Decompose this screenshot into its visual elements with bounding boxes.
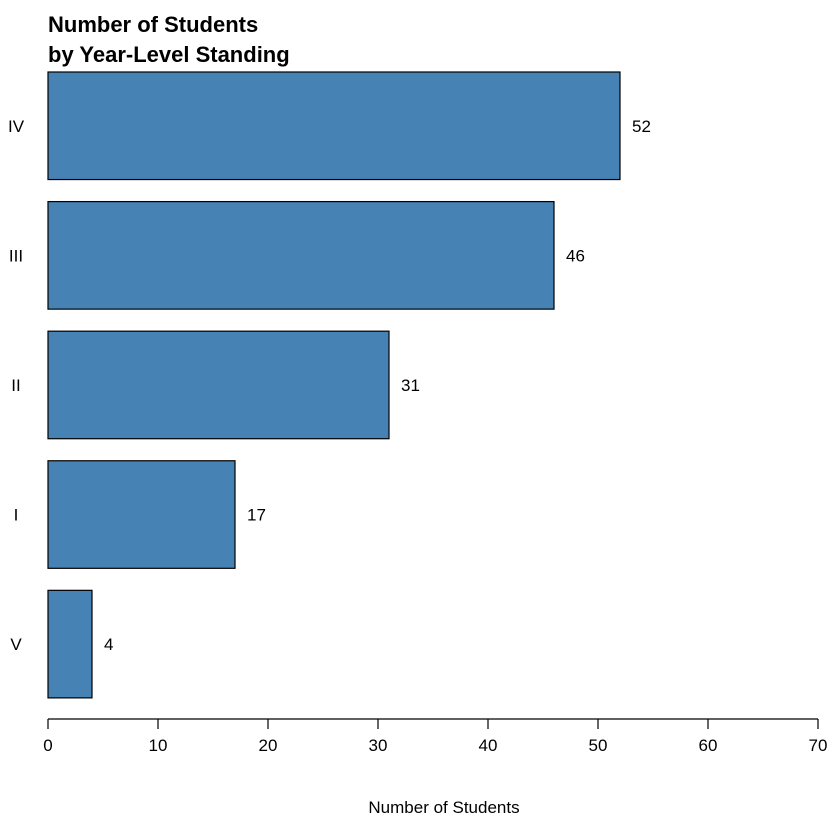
x-tick-label-60: 60 bbox=[699, 736, 718, 755]
value-label-v: 4 bbox=[104, 635, 113, 654]
bar-iv bbox=[47, 71, 621, 181]
chart-title-line-2: by Year-Level Standing bbox=[48, 42, 290, 67]
x-tick-label-30: 30 bbox=[369, 736, 388, 755]
value-label-ii: 31 bbox=[401, 376, 420, 395]
x-tick-label-20: 20 bbox=[259, 736, 278, 755]
x-tick-label-10: 10 bbox=[149, 736, 168, 755]
category-label-iv: IV bbox=[8, 117, 25, 136]
x-tick-label-40: 40 bbox=[479, 736, 498, 755]
x-tick-label-50: 50 bbox=[589, 736, 608, 755]
bar-iii bbox=[47, 200, 555, 310]
category-label-i: I bbox=[14, 506, 19, 525]
value-label-iv: 52 bbox=[632, 117, 651, 136]
bar-i bbox=[47, 460, 236, 569]
x-tick-label-0: 0 bbox=[43, 736, 52, 755]
category-label-ii: II bbox=[11, 376, 20, 395]
x-tick-label-70: 70 bbox=[809, 736, 828, 755]
bars-group: IV 52 III 46 II 31 I 17 V 4 bbox=[8, 71, 651, 699]
category-label-iii: III bbox=[9, 246, 23, 265]
bar-v bbox=[47, 589, 93, 699]
value-label-i: 17 bbox=[247, 506, 266, 525]
category-label-v: V bbox=[10, 635, 22, 654]
bar-ii bbox=[47, 330, 390, 440]
x-axis: 0 10 20 30 40 50 60 70 bbox=[43, 718, 828, 755]
value-label-iii: 46 bbox=[566, 246, 585, 265]
x-axis-title: Number of Students bbox=[368, 798, 519, 817]
chart-title-line-1: Number of Students bbox=[48, 12, 258, 37]
